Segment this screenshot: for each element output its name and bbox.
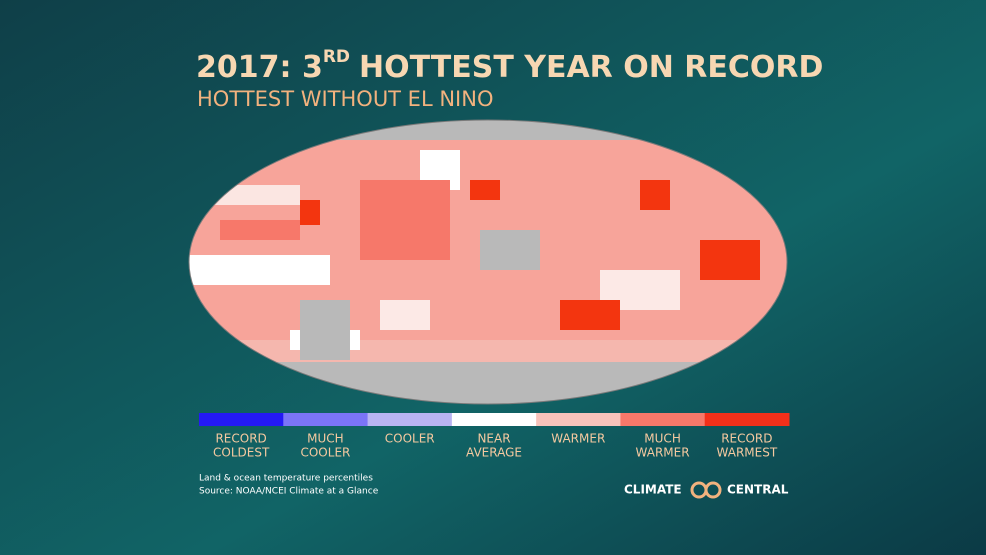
legend-label: WARMER [636,446,690,460]
legend-swatch [620,413,706,426]
legend-label: COOLER [300,446,350,460]
footnote: Source: NOAA/NCEI Climate at a Glance [199,487,379,497]
title-suffix: HOTTEST YEAR ON RECORD [359,50,823,85]
legend-swatch [451,413,537,426]
title: 2017: 3RD HOTTEST YEAR ON RECORD [196,47,823,85]
legend-label: RECORD [721,432,772,446]
title-superscript: RD [323,47,350,67]
footnote: Land & ocean temperature percentiles [199,474,373,484]
subtitle: HOTTEST WITHOUT EL NINO [197,87,493,111]
logo-icon [690,481,722,499]
legend-label: RECORD [215,432,266,446]
map-outline [188,119,788,405]
legend-label: AVERAGE [466,446,522,460]
legend-swatch [199,413,284,426]
legend-swatch [536,413,621,426]
title-prefix: 2017: 3 [196,50,323,85]
legend-label: COOLER [385,432,435,446]
legend-label: NEAR [477,432,510,446]
legend-label: COLDEST [213,446,270,460]
logo-text: CENTRAL [727,483,789,497]
legend-swatch [283,413,369,426]
legend-label: MUCH [307,432,344,446]
legend-swatch [704,413,790,426]
legend-label: WARMEST [717,446,778,460]
legend-swatch [367,413,453,426]
legend-label: MUCH [644,432,681,446]
legend-label: WARMER [551,432,605,446]
logo-text: CLIMATE [624,483,682,497]
